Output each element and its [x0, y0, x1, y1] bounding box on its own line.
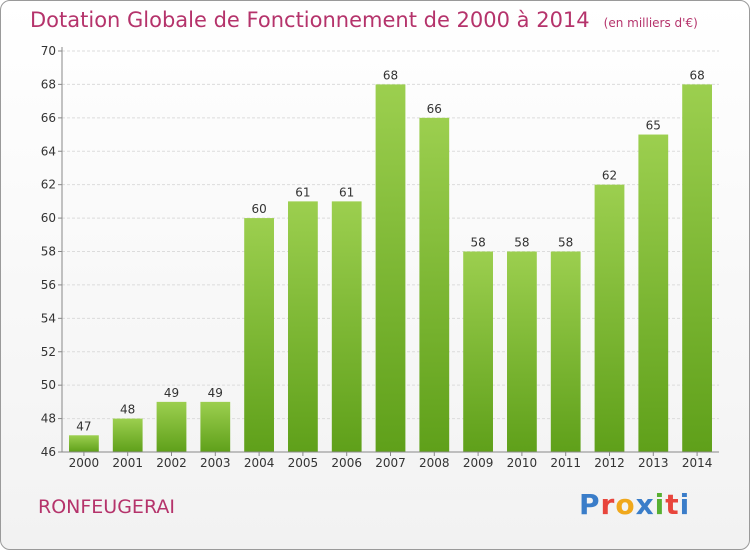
x-tick-label-2006: 2006 [331, 456, 362, 470]
bar-2010 [507, 251, 537, 452]
value-label-2014: 68 [689, 68, 704, 82]
y-tick-label: 66 [41, 111, 56, 125]
chart-subtitle: (en milliers d'€) [603, 16, 698, 30]
bar-2007 [375, 84, 406, 453]
x-tick-label-2001: 2001 [112, 456, 143, 470]
x-tick-label-2013: 2013 [638, 456, 669, 470]
chart-title: Dotation Globale de Fonctionnement de 20… [30, 8, 590, 32]
y-tick-label: 54 [41, 311, 56, 325]
x-tick-label-2010: 2010 [507, 456, 538, 470]
x-tick-label-2002: 2002 [156, 456, 187, 470]
bar-2012 [594, 184, 625, 452]
value-label-2001: 48 [120, 403, 135, 417]
x-tick-label-2004: 2004 [244, 456, 275, 470]
logo-letter: P [579, 488, 601, 521]
y-tick-label: 62 [41, 178, 56, 192]
x-tick-label-2011: 2011 [550, 456, 581, 470]
x-tick-label-2014: 2014 [682, 456, 713, 470]
logo-letter: x [635, 488, 655, 521]
bar-2001 [112, 418, 143, 452]
value-label-2007: 68 [383, 68, 398, 82]
commune-name: RONFEUGERAI [38, 496, 175, 518]
bar-2009 [463, 251, 493, 452]
title-row: Dotation Globale de Fonctionnement de 20… [30, 8, 698, 32]
x-tick-label-2000: 2000 [69, 456, 100, 470]
bars: 47 48 49 49 60 61 61 68 66 58 58 58 62 65 68 [69, 68, 712, 453]
x-tick-label-2005: 2005 [288, 456, 319, 470]
value-label-2010: 58 [514, 236, 529, 250]
value-label-2013: 65 [646, 119, 661, 133]
bar-2005 [288, 201, 318, 452]
x-tick-label-2009: 2009 [463, 456, 494, 470]
value-label-2012: 62 [602, 169, 617, 183]
y-tick-label: 46 [41, 445, 56, 459]
y-tick-label: 48 [41, 412, 56, 426]
value-label-2004: 60 [251, 202, 266, 216]
bar-2013 [638, 134, 669, 452]
logo-letter: o [615, 488, 636, 521]
bar-2002 [156, 401, 187, 452]
y-tick-label: 52 [41, 345, 56, 359]
bar-2011 [550, 251, 581, 452]
y-tick-label: 60 [41, 211, 56, 225]
bar-2004 [244, 218, 274, 452]
y-tick-label: 56 [41, 278, 56, 292]
value-label-2000: 47 [76, 419, 91, 433]
y-tick-label: 50 [41, 378, 56, 392]
value-label-2011: 58 [558, 236, 573, 250]
value-label-2003: 49 [208, 386, 223, 400]
x-tick-label-2012: 2012 [594, 456, 625, 470]
x-tick-label-2003: 2003 [200, 456, 231, 470]
value-label-2002: 49 [164, 386, 179, 400]
logo-letter: i [679, 488, 691, 521]
axes: 46 48 50 52 54 56 58 60 62 64 66 68 70 2000 2001 2002 20… [41, 44, 719, 470]
bar-2006 [331, 201, 362, 452]
x-tick-label-2008: 2008 [419, 456, 450, 470]
value-label-2008: 66 [427, 102, 442, 116]
x-tick-label-2007: 2007 [375, 456, 406, 470]
bar-2003 [200, 401, 231, 452]
logo-letter: i [654, 488, 666, 521]
proxiti-logo[interactable]: Proxiti [579, 488, 690, 521]
value-label-2009: 58 [470, 236, 485, 250]
value-label-2005: 61 [295, 185, 310, 199]
y-tick-label: 70 [41, 44, 56, 58]
y-tick-label: 58 [41, 245, 56, 259]
y-tick-label: 68 [41, 77, 56, 91]
bar-2000 [69, 435, 99, 452]
bar-2014 [682, 84, 712, 453]
bar-2008 [419, 117, 450, 452]
logo-letter: r [600, 488, 616, 521]
value-label-2006: 61 [339, 185, 354, 199]
logo-letter: t [665, 488, 680, 521]
y-tick-label: 64 [41, 144, 56, 158]
